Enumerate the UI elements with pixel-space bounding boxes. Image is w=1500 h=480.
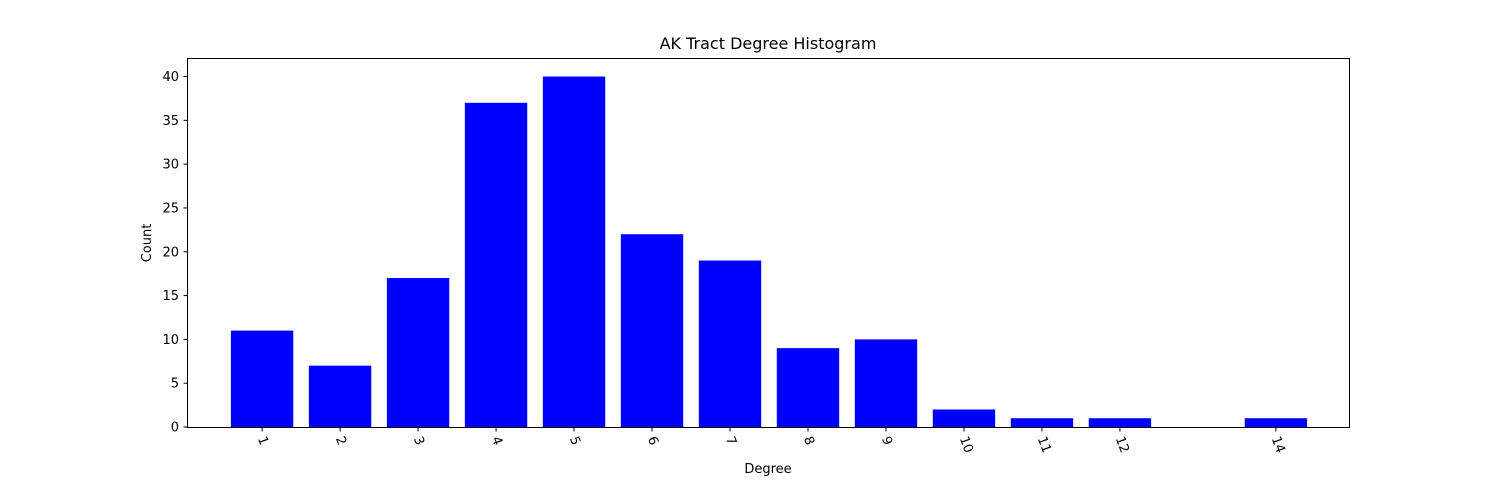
chart-title: AK Tract Degree Histogram bbox=[660, 34, 877, 53]
bar-degree-12 bbox=[1088, 418, 1152, 427]
y-tick-label: 0 bbox=[171, 421, 179, 436]
x-tick-label: 4 bbox=[488, 434, 505, 447]
x-tick-label: 1 bbox=[254, 434, 271, 447]
plot-frame bbox=[187, 58, 1350, 428]
bar-degree-14 bbox=[1244, 418, 1308, 427]
x-axis-title: Degree bbox=[744, 462, 791, 477]
y-tick-label: 25 bbox=[162, 201, 179, 216]
y-tick-label: 20 bbox=[162, 245, 179, 260]
x-tick-label: 9 bbox=[878, 434, 895, 447]
bar-degree-10 bbox=[932, 409, 996, 427]
x-tick-label: 6 bbox=[644, 434, 661, 447]
bar-degree-3 bbox=[386, 278, 450, 427]
bar-degree-9 bbox=[854, 339, 918, 427]
y-tick-label: 35 bbox=[162, 114, 179, 129]
x-tick-label: 14 bbox=[1268, 434, 1288, 455]
x-tick-label: 2 bbox=[332, 434, 349, 447]
bar-degree-6 bbox=[620, 234, 684, 427]
y-tick-label: 5 bbox=[171, 377, 179, 392]
x-tick-label: 5 bbox=[566, 434, 583, 447]
bars-group bbox=[230, 76, 1308, 428]
x-tick-label: 10 bbox=[956, 434, 976, 455]
bar-degree-4 bbox=[464, 102, 528, 428]
x-axis: 1 2 3 4 5 6 7 8 9 10 11 12 14 bbox=[254, 427, 1288, 455]
bar-degree-1 bbox=[230, 330, 294, 427]
y-tick-label: 40 bbox=[162, 70, 179, 85]
y-tick-label: 15 bbox=[162, 289, 179, 304]
bar-degree-2 bbox=[308, 365, 372, 427]
x-tick-label: 8 bbox=[800, 434, 817, 447]
y-axis-title: Count bbox=[140, 224, 155, 263]
x-tick-label: 7 bbox=[722, 434, 739, 447]
y-tick-label: 10 bbox=[162, 333, 179, 348]
bar-degree-5 bbox=[542, 76, 606, 428]
bar-degree-7 bbox=[698, 260, 762, 427]
y-tick-label: 30 bbox=[162, 158, 179, 173]
x-tick-label: 12 bbox=[1112, 434, 1132, 455]
y-axis: 0 5 10 15 20 25 30 35 40 bbox=[162, 70, 188, 436]
x-tick-label: 11 bbox=[1034, 434, 1054, 455]
bar-degree-11 bbox=[1010, 418, 1074, 427]
bar-degree-8 bbox=[776, 348, 840, 427]
x-tick-label: 3 bbox=[410, 434, 427, 447]
